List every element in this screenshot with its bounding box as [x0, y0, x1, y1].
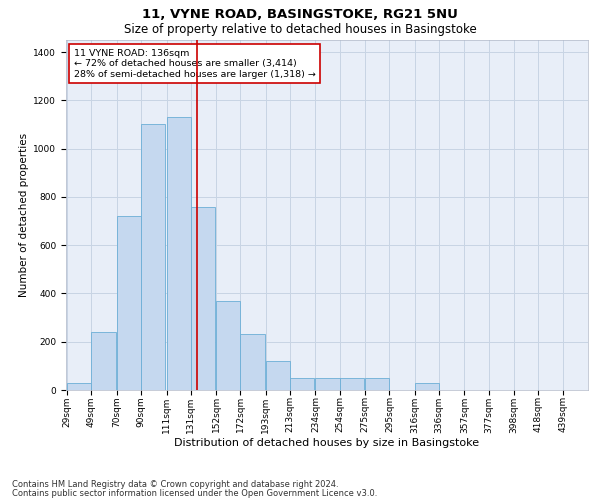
Text: Contains HM Land Registry data © Crown copyright and database right 2024.: Contains HM Land Registry data © Crown c… [12, 480, 338, 489]
Y-axis label: Number of detached properties: Number of detached properties [19, 133, 29, 297]
Text: Size of property relative to detached houses in Basingstoke: Size of property relative to detached ho… [124, 22, 476, 36]
Bar [290, 378, 314, 390]
Text: 11, VYNE ROAD, BASINGSTOKE, RG21 5NU: 11, VYNE ROAD, BASINGSTOKE, RG21 5NU [142, 8, 458, 20]
Bar [67, 383, 91, 390]
Bar [415, 383, 439, 390]
Bar [316, 378, 340, 390]
Bar [117, 216, 141, 390]
Bar [340, 378, 364, 390]
X-axis label: Distribution of detached houses by size in Basingstoke: Distribution of detached houses by size … [175, 438, 479, 448]
Bar [91, 332, 116, 390]
Bar [141, 124, 166, 390]
Bar [365, 378, 389, 390]
Bar [216, 300, 241, 390]
Bar [266, 361, 290, 390]
Bar [191, 206, 215, 390]
Text: Contains public sector information licensed under the Open Government Licence v3: Contains public sector information licen… [12, 490, 377, 498]
Bar [241, 334, 265, 390]
Text: 11 VYNE ROAD: 136sqm
← 72% of detached houses are smaller (3,414)
28% of semi-de: 11 VYNE ROAD: 136sqm ← 72% of detached h… [74, 49, 316, 78]
Bar [167, 117, 191, 390]
